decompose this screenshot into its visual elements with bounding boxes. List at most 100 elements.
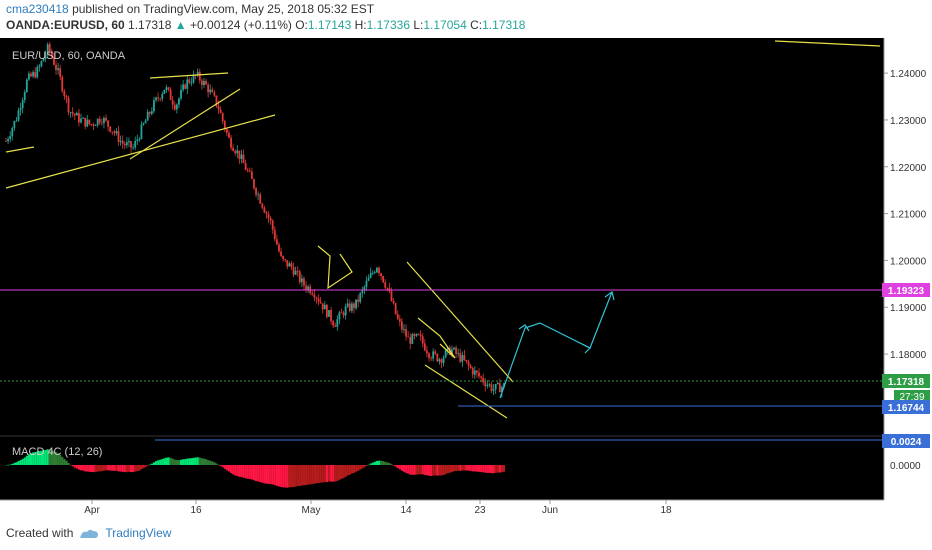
candle-body [336, 319, 339, 327]
macd-bar [469, 465, 472, 471]
price-axis[interactable] [884, 38, 932, 500]
candle-body [165, 87, 168, 90]
macd-bar [371, 462, 374, 465]
tradingview-link[interactable]: TradingView [105, 526, 172, 540]
rising-support-line [129, 88, 241, 160]
candle-body [325, 304, 328, 317]
projection-zigzag [499, 291, 613, 399]
candle-body [15, 120, 18, 122]
macd-bar [215, 463, 218, 465]
candle-body [94, 125, 97, 126]
macd-bar [344, 465, 347, 477]
candle-body [7, 139, 9, 142]
macd-bar [225, 465, 228, 471]
candle-body [25, 79, 28, 92]
candle-body [84, 117, 87, 127]
candle-body [463, 355, 466, 361]
macd-bar [57, 453, 60, 465]
symbol-name: OANDA:EURUSD, 60 [6, 18, 125, 32]
countdown-marker [894, 390, 930, 402]
candle-body [434, 351, 437, 354]
macd-bar [298, 465, 301, 486]
macd-bar [227, 465, 231, 472]
main-pane[interactable] [0, 38, 884, 436]
candle-body [400, 321, 403, 330]
candle-body [53, 57, 55, 65]
candle-body [319, 301, 322, 304]
candle-body [396, 314, 399, 319]
macd-bar [188, 458, 191, 465]
macd-bar [436, 465, 439, 476]
time-axis[interactable] [0, 500, 884, 516]
macd-bar [317, 465, 320, 483]
candle-body [467, 361, 470, 366]
candle-body [436, 353, 439, 362]
candle-body [115, 131, 118, 134]
candle-body [261, 203, 264, 208]
candle-body [209, 89, 212, 93]
macd-bar [359, 465, 362, 470]
macd-bar [123, 465, 126, 473]
macd-bar [365, 465, 368, 466]
candle-body [484, 382, 487, 387]
macd-bar [234, 465, 237, 476]
candle-body [265, 212, 268, 215]
macd-bar [384, 461, 387, 465]
candle-body [96, 118, 99, 126]
macd-bar [352, 465, 356, 473]
y-tick-label: 1.18000 [890, 350, 927, 361]
macd-bar [361, 465, 364, 469]
macd-bar [300, 465, 303, 486]
macd-bar [496, 465, 499, 473]
macd-bar [350, 465, 353, 474]
macd-bar [5, 465, 8, 466]
candle-body [198, 71, 201, 81]
candle-body [469, 365, 472, 369]
candle-body [55, 64, 57, 70]
macd-bar [94, 465, 97, 473]
candle-body [367, 277, 370, 281]
candle-body [488, 384, 491, 386]
support-label: 1.16744 [888, 403, 925, 414]
macd-bar [209, 460, 212, 465]
macd-bar [405, 465, 408, 473]
macd-bar [88, 465, 91, 472]
macd-bar [196, 457, 199, 465]
candle-body [355, 299, 357, 309]
macd-bar [486, 465, 489, 473]
macd-bar [121, 465, 124, 472]
candle-body [455, 347, 457, 354]
macd-bar [461, 465, 464, 471]
macd-bar [205, 459, 208, 465]
macd-bar [313, 465, 316, 484]
macd-bar [323, 465, 326, 482]
candle-body [211, 89, 214, 93]
macd-bar [92, 465, 95, 473]
macd-bar [27, 454, 31, 465]
candle-body [315, 297, 318, 299]
publisher-user-link[interactable]: cma230418 [6, 2, 69, 16]
macd-bar [111, 465, 114, 471]
candle-body [125, 142, 128, 146]
tradingview-logo-icon[interactable] [79, 527, 99, 539]
macd-bar [192, 457, 195, 465]
candle-body [173, 104, 176, 110]
candle-body [338, 312, 341, 320]
high-label: H: [354, 18, 367, 32]
macd-bar [84, 465, 87, 472]
macd-bar [463, 465, 466, 471]
macd-bar [500, 465, 504, 473]
macd-bar [363, 465, 366, 468]
symbol-line: OANDA:EURUSD, 60 1.17318 ▲ +0.00124 (+0.… [6, 18, 525, 32]
candle-body [63, 91, 66, 97]
macd-bar [373, 461, 376, 465]
macd-bar [417, 465, 420, 475]
price-chart[interactable]: 1.24000 1.23000 1.22000 1.21000 1.20000 1.190… [0, 38, 932, 516]
candle-body [17, 110, 20, 121]
candle-body [430, 357, 432, 359]
wedge-lower-line [424, 364, 508, 419]
macd-bar [452, 465, 456, 472]
macd-bar [386, 462, 389, 465]
candle-body [46, 44, 49, 55]
candle-body [253, 179, 255, 189]
